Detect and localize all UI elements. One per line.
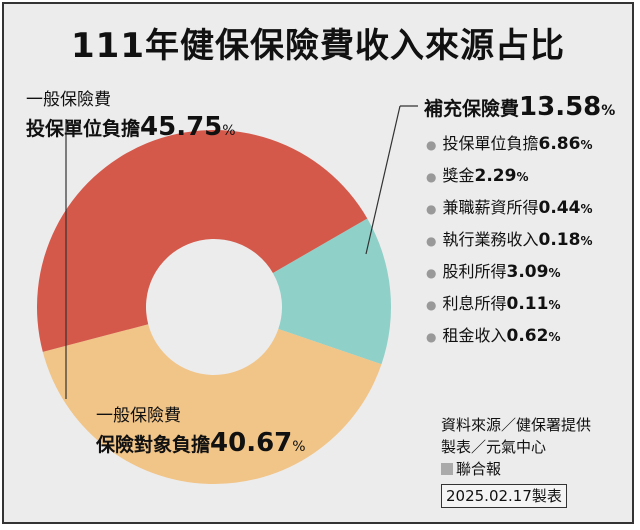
legend-item-value: 0.44: [538, 198, 581, 218]
legend-item-unit: %: [516, 170, 529, 184]
legend-item: ● 獎金2.29%: [426, 162, 615, 186]
label-employer-main: 投保單位負擔: [26, 118, 141, 141]
infographic: 111年健保保險費收入來源占比 一般保險費 投保單位負擔45.75% 一般保險費…: [2, 2, 634, 524]
brand: 聯合報: [441, 458, 591, 480]
legend-item-value: 0.62: [506, 326, 549, 346]
label-employer-value: 45.75: [140, 112, 223, 143]
legend-item: ● 兼職薪資所得0.44%: [426, 194, 615, 218]
legend-item-unit: %: [548, 298, 561, 312]
legend-item-unit: %: [548, 266, 561, 280]
label-employer-sub: 一般保險費: [26, 90, 111, 110]
bullet-icon: ●: [426, 202, 437, 216]
label-insured-sub: 一般保險費: [96, 406, 181, 426]
legend-item-name: 獎金: [442, 166, 475, 185]
bullet-icon: ●: [426, 266, 437, 280]
donut-slice: [36, 129, 368, 352]
legend-item: ● 租金收入0.62%: [426, 322, 615, 346]
source-block: 資料來源／健保署提供 製表／元氣中心 聯合報 2025.02.17製表: [441, 414, 591, 508]
legend-item-unit: %: [580, 202, 593, 216]
legend-item-value: 0.18: [538, 230, 581, 250]
legend-item-value: 0.11: [506, 294, 549, 314]
chart-title: 111年健保保險費收入來源占比: [71, 26, 565, 66]
bullet-icon: ●: [426, 234, 437, 248]
bullet-icon: ●: [426, 330, 437, 344]
legend-item-unit: %: [580, 138, 593, 152]
supplementary-breakdown: 補充保險費13.58% ● 投保單位負擔6.86% ● 獎金2.29% ● 兼職薪資所得0…: [424, 92, 615, 346]
legend-item-value: 6.86: [538, 134, 581, 154]
donut-slice: [42, 324, 382, 485]
brand-name: 聯合報: [456, 460, 502, 478]
date-stamp: 2025.02.17製表: [441, 484, 567, 508]
legend-head-unit: %: [601, 103, 616, 119]
label-insured-main: 保險對象負擔: [96, 434, 211, 457]
label-insured-unit: %: [292, 439, 306, 456]
label-insured: 一般保險費 保險對象負擔40.67%: [96, 406, 306, 460]
source-line: 資料來源／健保署提供: [441, 416, 592, 434]
label-employer: 一般保險費 投保單位負擔45.75%: [26, 90, 236, 144]
legend-item: ● 利息所得0.11%: [426, 290, 615, 314]
legend-head-value: 13.58: [519, 92, 602, 122]
legend-item-name: 股利所得: [442, 262, 507, 281]
bullet-icon: ●: [426, 138, 437, 152]
bullet-icon: ●: [426, 170, 437, 184]
donut-slice: [272, 218, 392, 365]
legend-item-name: 執行業務收入: [442, 230, 539, 249]
legend-item-name: 兼職薪資所得: [442, 198, 539, 217]
legend-item: ● 執行業務收入0.18%: [426, 226, 615, 250]
legend-item-unit: %: [580, 234, 593, 248]
credit-line: 製表／元氣中心: [441, 438, 547, 456]
legend-item: ● 投保單位負擔6.86%: [426, 130, 615, 154]
brand-square-icon: [441, 463, 453, 475]
legend-item-unit: %: [548, 330, 561, 344]
legend-item-value: 3.09: [506, 262, 549, 282]
legend-head: 補充保險費13.58%: [424, 92, 615, 122]
bullet-icon: ●: [426, 298, 437, 312]
leader-line-supplementary-diag: [365, 105, 401, 255]
label-employer-unit: %: [222, 123, 236, 140]
label-insured-value: 40.67: [210, 428, 293, 459]
legend-head-name: 補充保險費: [424, 98, 520, 120]
legend-item-value: 2.29: [474, 166, 517, 186]
legend-item-name: 投保單位負擔: [442, 134, 539, 153]
legend-item-name: 租金收入: [442, 326, 507, 345]
legend-item-name: 利息所得: [442, 294, 507, 313]
donut-chart: [36, 105, 418, 485]
legend-item: ● 股利所得3.09%: [426, 258, 615, 282]
